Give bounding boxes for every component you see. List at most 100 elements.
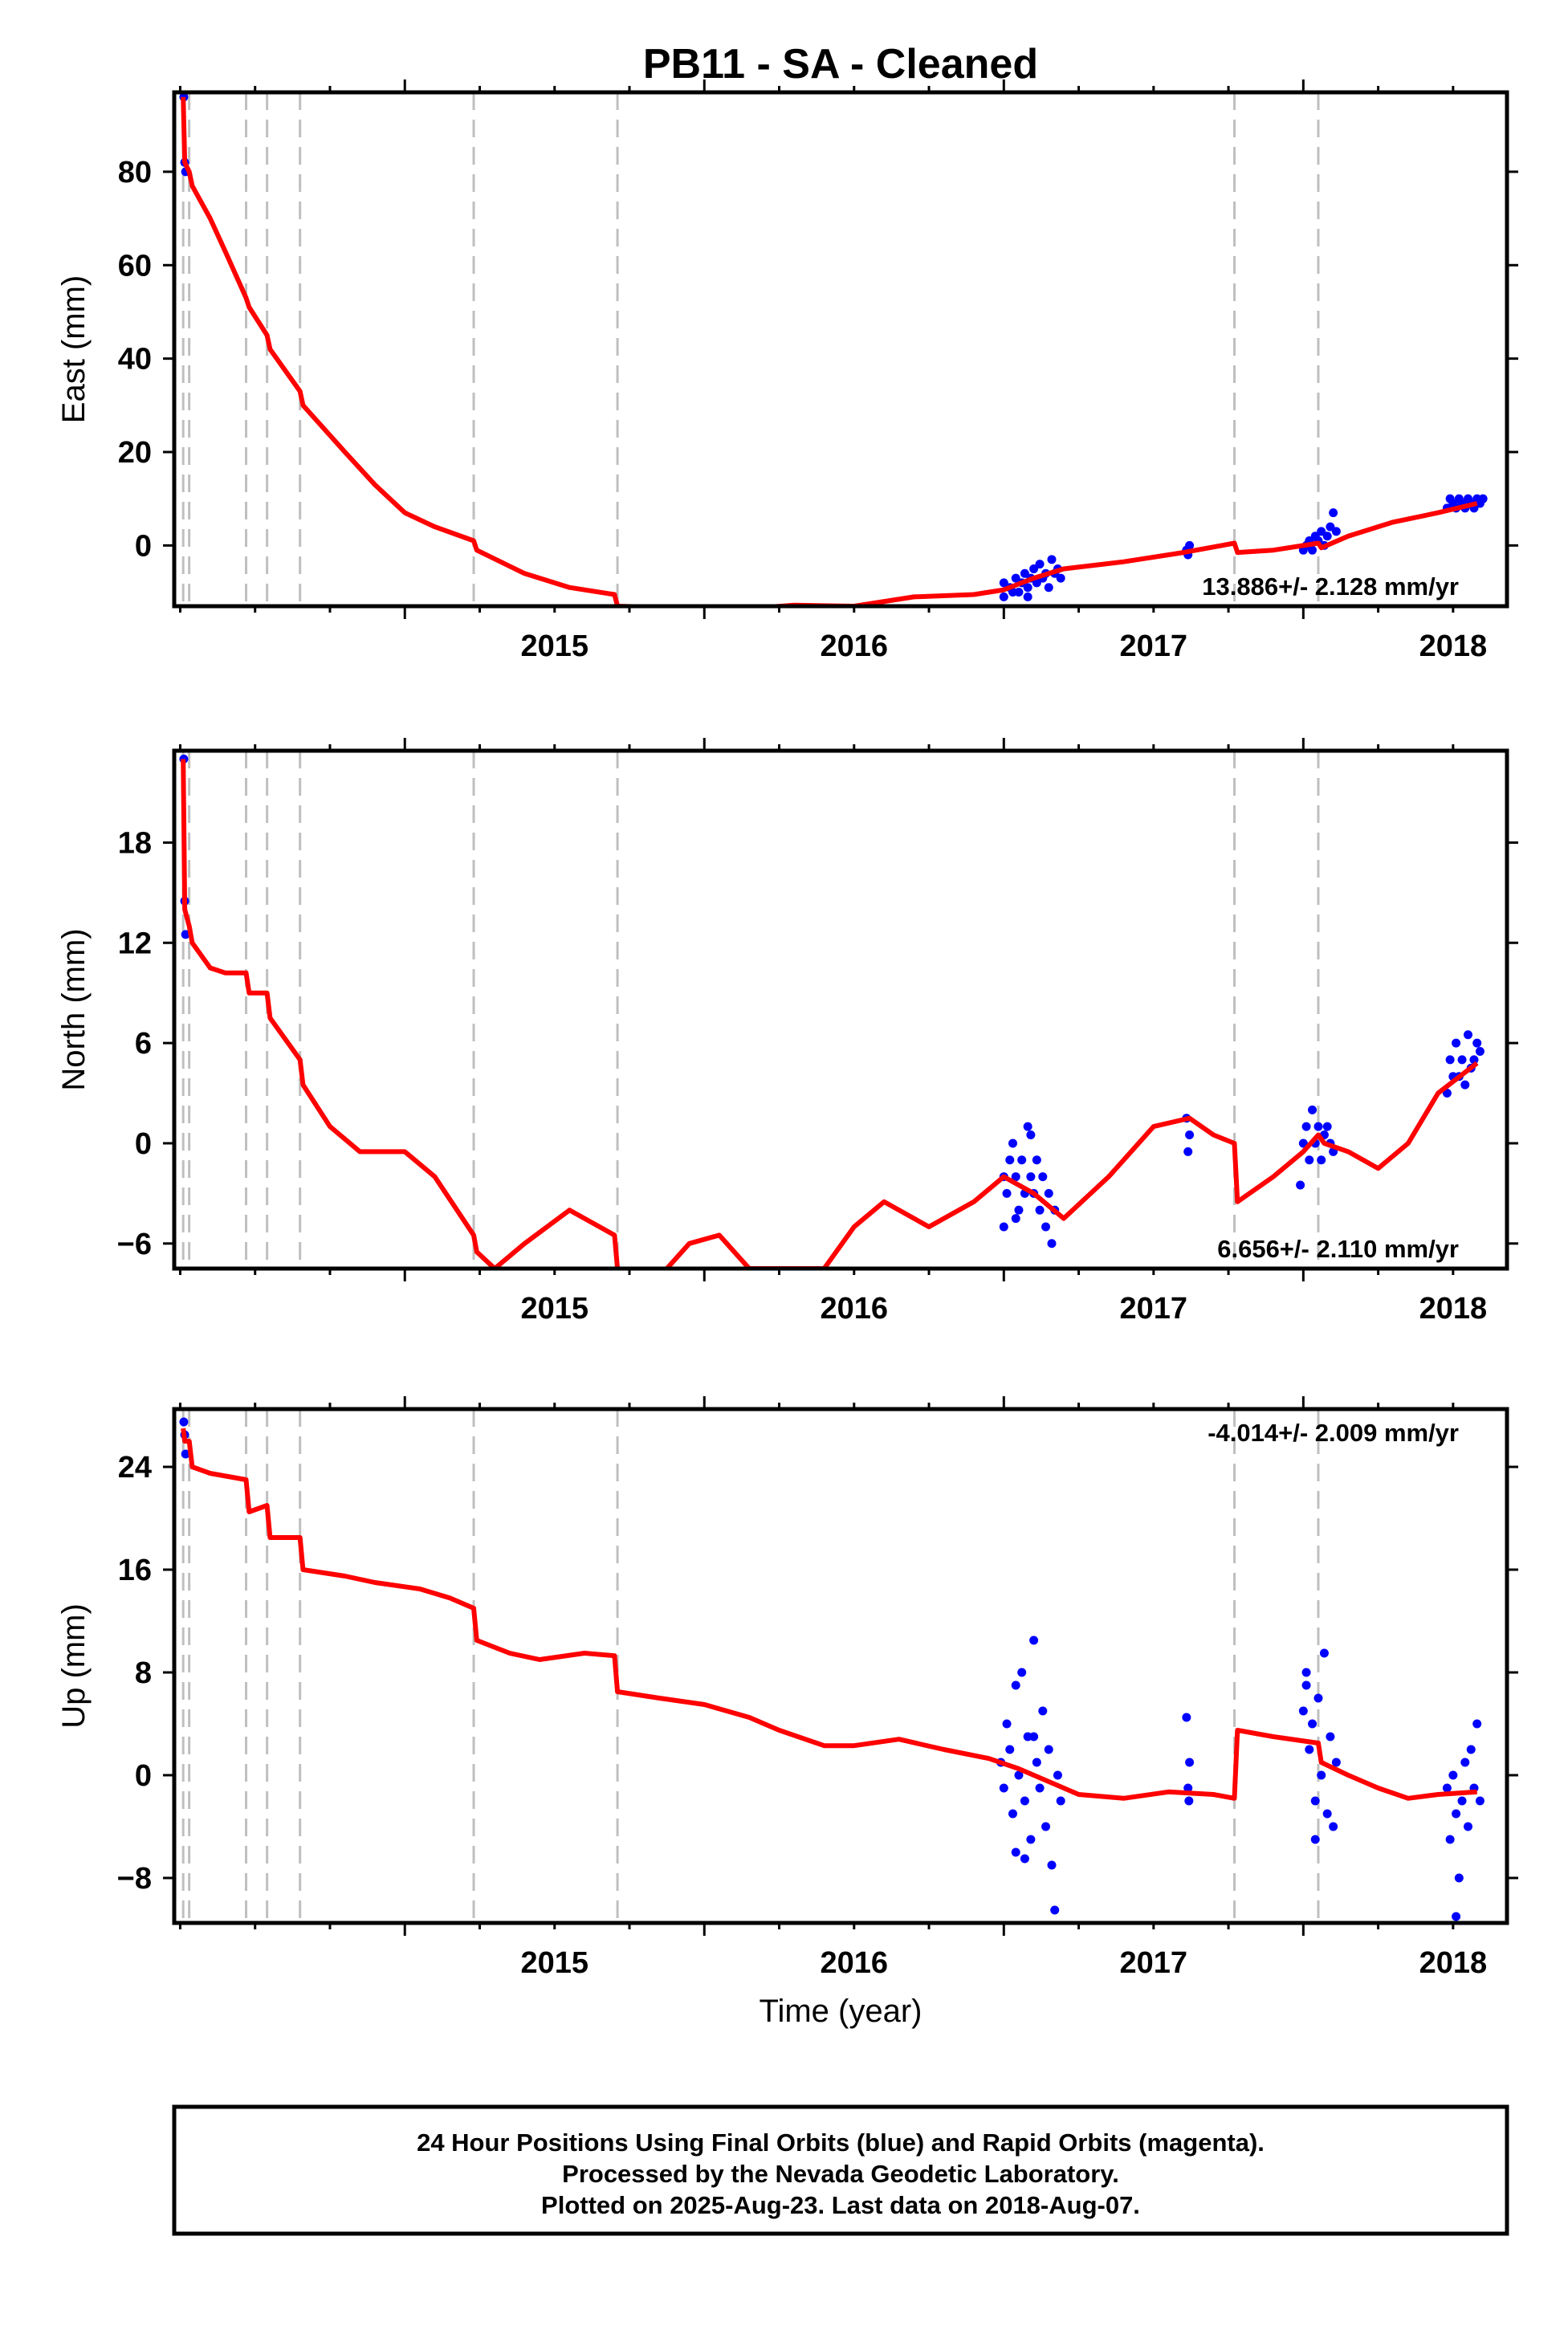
observation-point <box>1035 560 1045 569</box>
observation-point <box>1044 1188 1053 1198</box>
panel-frame <box>172 1407 1509 1925</box>
observation-point <box>1452 1912 1461 1921</box>
observation-point <box>1457 1055 1467 1065</box>
x-axis-label: Time (year) <box>760 1994 922 2029</box>
observation-point <box>1452 1809 1461 1819</box>
observation-point <box>1047 555 1057 564</box>
observation-point <box>1454 1873 1464 1883</box>
observation-point <box>1047 1860 1057 1870</box>
model-line <box>181 1428 1477 1801</box>
panel-1: 0 20 40 60 80 2015 2016 2017 2018 East (mm) 13.886… <box>56 79 1518 663</box>
x-tick-label: 2015 <box>520 629 589 663</box>
observation-point <box>1305 1745 1314 1754</box>
observation-point <box>1047 1239 1057 1249</box>
observation-point <box>1017 1155 1027 1165</box>
observation-point <box>181 930 190 939</box>
x-tick-label: 2017 <box>1120 1292 1188 1326</box>
y-axis-label: North (mm) <box>56 928 92 1090</box>
observation-point <box>1014 1770 1024 1780</box>
observation-point <box>1457 1796 1467 1806</box>
rate-label: 13.886+/- 2.128 mm/yr <box>1202 572 1459 601</box>
observation-point <box>1322 1809 1332 1819</box>
plot-area <box>179 754 1485 1269</box>
footer-frame <box>172 2104 1509 2236</box>
y-tick-label: 60 <box>118 249 152 283</box>
observation-point <box>1466 1745 1476 1754</box>
y-tick-label: 40 <box>118 343 152 377</box>
observation-point <box>1464 1030 1473 1040</box>
observation-point <box>1296 1180 1305 1190</box>
observation-point <box>1023 583 1032 593</box>
observation-point <box>1448 1770 1458 1780</box>
observation-point <box>1326 522 1335 532</box>
y-tick-label: −6 <box>117 1228 152 1261</box>
observation-point <box>1014 1205 1024 1215</box>
observation-point <box>1185 540 1195 550</box>
observation-point <box>1038 1172 1048 1182</box>
y-tick-label: 0 <box>135 1759 152 1793</box>
panel-frame <box>172 90 1509 609</box>
observation-point <box>1331 1758 1341 1767</box>
y-tick-label: 0 <box>135 1127 152 1161</box>
observation-point <box>1011 1847 1020 1857</box>
observation-point <box>1041 1822 1051 1831</box>
observation-point <box>1322 1122 1332 1131</box>
observation-point <box>1011 1172 1020 1182</box>
observation-point <box>1020 568 1029 578</box>
observation-point <box>1445 1055 1455 1065</box>
panel-3: −8 0 8 16 24 2015 2016 2017 2018 Up (mm) -4.014+/-… <box>56 1396 1518 1980</box>
observation-point <box>1475 1796 1485 1806</box>
y-tick-label: 18 <box>118 826 152 860</box>
observation-point <box>1005 1745 1015 1754</box>
rate-label: -4.014+/- 2.009 mm/yr <box>1208 1419 1459 1447</box>
y-tick-label: 6 <box>135 1027 152 1061</box>
observation-point <box>1002 1719 1012 1729</box>
observation-point <box>1056 1796 1065 1806</box>
observation-point <box>1313 1693 1323 1703</box>
observation-point <box>1308 1105 1318 1114</box>
observation-point <box>1026 1835 1036 1844</box>
observation-point <box>1301 1668 1311 1677</box>
observation-point <box>1475 1047 1485 1057</box>
observation-point <box>1020 1796 1029 1806</box>
observation-point <box>1331 527 1341 536</box>
observation-point <box>179 1417 189 1427</box>
observation-point <box>999 1222 1008 1232</box>
y-tick-label: 0 <box>135 529 152 563</box>
observation-point <box>1005 1155 1015 1165</box>
observation-point <box>1442 1089 1452 1098</box>
x-tick-label: 2018 <box>1419 629 1488 663</box>
footer-line-1: 24 Hour Positions Using Final Orbits (bl… <box>417 2128 1265 2157</box>
observation-point <box>999 578 1008 588</box>
y-tick-label: 16 <box>118 1554 152 1587</box>
observation-point <box>1023 1122 1032 1131</box>
observation-point <box>1029 564 1039 573</box>
plot-area <box>179 92 1488 606</box>
footer-box: 24 Hour Positions Using Final Orbits (bl… <box>172 2104 1509 2236</box>
x-tick-label: 2015 <box>520 1292 589 1326</box>
observation-point <box>1183 1783 1193 1793</box>
observation-point <box>1184 1796 1194 1806</box>
observation-point <box>1308 545 1318 555</box>
y-tick-label: 24 <box>118 1451 152 1485</box>
observation-point <box>1464 1822 1473 1831</box>
observation-point <box>1008 1809 1017 1819</box>
model-line <box>181 96 1478 606</box>
observation-point <box>1182 1713 1191 1722</box>
observation-point <box>1026 1172 1036 1182</box>
observation-point <box>1017 1668 1027 1677</box>
observation-point <box>1298 1139 1308 1148</box>
observation-point <box>1011 1214 1020 1224</box>
observation-point <box>1313 1122 1323 1131</box>
y-tick-label: 80 <box>118 156 152 189</box>
observation-point <box>1035 1783 1045 1793</box>
observation-point <box>1310 1835 1320 1844</box>
observation-point <box>1472 1038 1482 1048</box>
observation-point <box>1305 1155 1314 1165</box>
observation-point <box>1301 1680 1311 1690</box>
x-tick-label: 2016 <box>821 1946 889 1980</box>
footer-line-3: Plotted on 2025-Aug-23. Last data on 201… <box>541 2191 1140 2219</box>
observation-point <box>1044 1745 1053 1754</box>
x-tick-label: 2018 <box>1419 1946 1488 1980</box>
